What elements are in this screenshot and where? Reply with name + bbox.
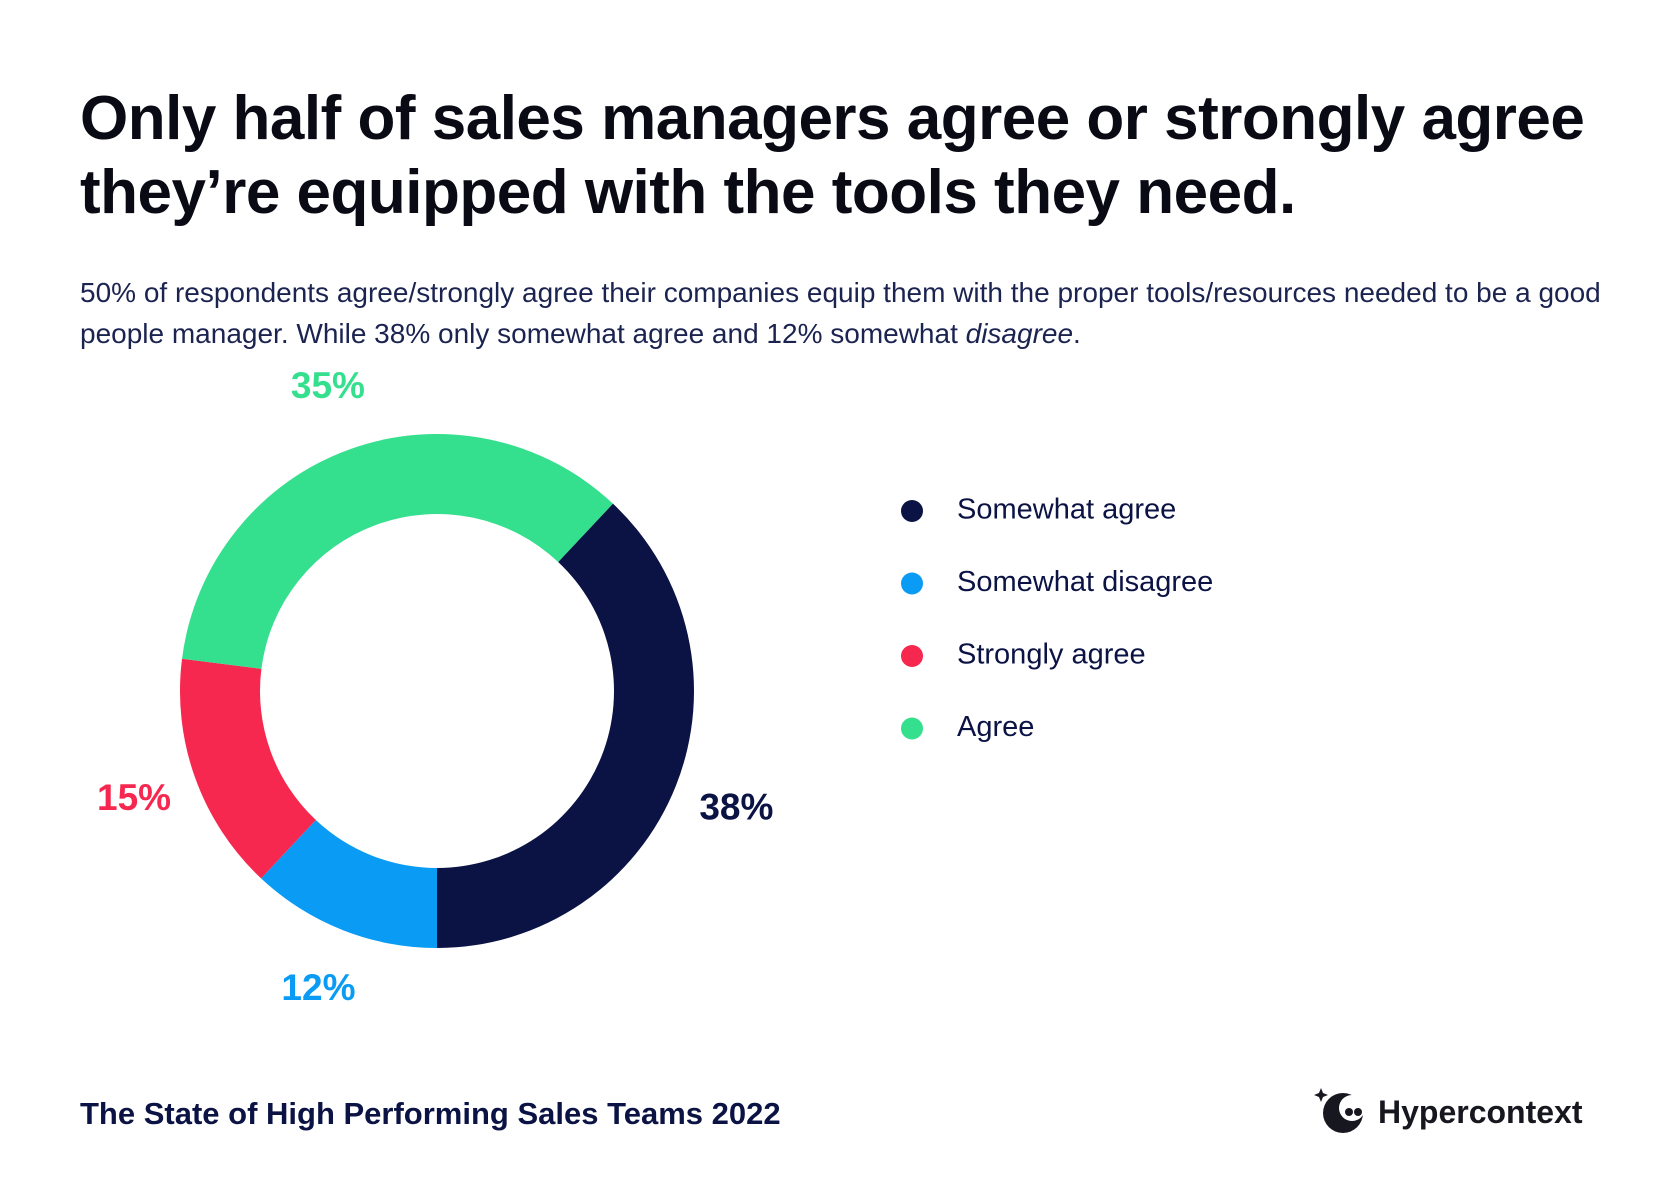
legend-label: Somewhat disagree bbox=[957, 566, 1213, 598]
legend-marker bbox=[901, 717, 923, 740]
chart-subtitle: 50% of respondents agree/strongly agree … bbox=[80, 272, 1620, 354]
data-label: 35% bbox=[291, 365, 365, 406]
donut-segment bbox=[180, 658, 316, 879]
legend-marker bbox=[901, 645, 923, 667]
data-label: 38% bbox=[699, 786, 773, 827]
legend-label: Somewhat agree bbox=[957, 494, 1176, 526]
legend-label: Strongly agree bbox=[957, 639, 1146, 671]
donut-segment bbox=[261, 820, 437, 948]
chart-title: Only half of sales managers agree or str… bbox=[80, 84, 1585, 227]
legend-marker bbox=[901, 572, 923, 595]
subtitle-text: . bbox=[1073, 318, 1081, 349]
legend-marker bbox=[901, 500, 923, 522]
subtitle-emphasis: disagree bbox=[965, 318, 1074, 349]
footer: The State of High Performing Sales Teams… bbox=[80, 1096, 781, 1131]
data-label: 12% bbox=[281, 967, 355, 1008]
legend-label: Agree bbox=[957, 711, 1034, 743]
data-label: 15% bbox=[97, 777, 171, 818]
donut-segment bbox=[437, 503, 694, 948]
brand-logo bbox=[1314, 1088, 1365, 1133]
brand-name: Hypercontext bbox=[1378, 1094, 1583, 1130]
subtitle-text: 50% of respondents agree/strongly agree … bbox=[80, 277, 1601, 349]
donut-segment bbox=[182, 434, 613, 669]
